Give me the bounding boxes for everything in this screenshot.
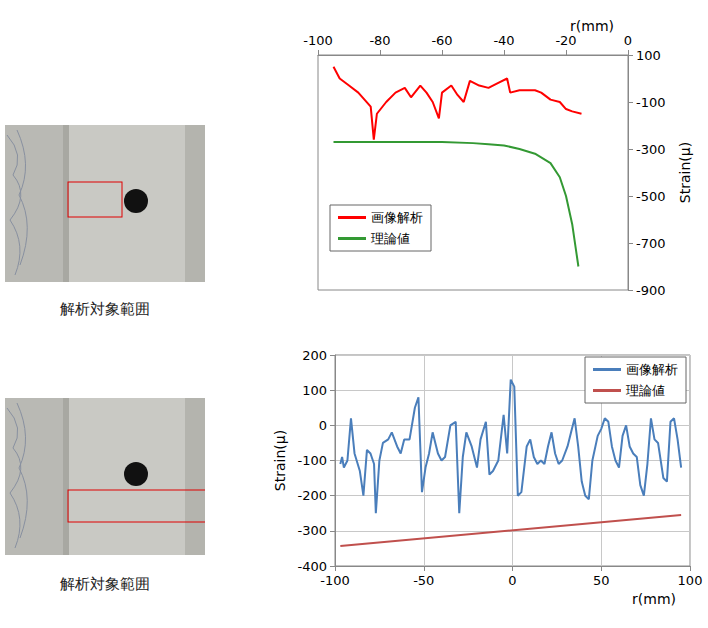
svg-text:理論値: 理論値 — [626, 383, 665, 398]
svg-text:-200: -200 — [297, 488, 327, 503]
svg-text:-40: -40 — [493, 33, 514, 48]
svg-text:-50: -50 — [413, 573, 434, 588]
svg-text:-900: -900 — [636, 283, 666, 298]
svg-text:-100: -100 — [297, 453, 327, 468]
svg-text:-400: -400 — [297, 559, 327, 574]
svg-text:-100: -100 — [320, 573, 350, 588]
svg-text:-300: -300 — [636, 142, 666, 157]
svg-text:-300: -300 — [297, 523, 327, 538]
svg-text:-20: -20 — [555, 33, 576, 48]
svg-text:100: 100 — [302, 383, 327, 398]
svg-text:画像解析: 画像解析 — [626, 362, 678, 377]
svg-text:-80: -80 — [369, 33, 390, 48]
svg-text:r(mm): r(mm) — [632, 591, 676, 607]
svg-text:Strain(μ): Strain(μ) — [272, 430, 288, 491]
svg-text:0: 0 — [319, 418, 327, 433]
svg-text:100: 100 — [678, 573, 703, 588]
svg-text:-700: -700 — [636, 236, 666, 251]
svg-text:-60: -60 — [431, 33, 452, 48]
svg-text:50: 50 — [593, 573, 610, 588]
html-text:解析対象範囲: 解析対象範囲 — [60, 300, 150, 318]
svg-text:100: 100 — [636, 48, 661, 63]
svg-text:200: 200 — [302, 348, 327, 363]
svg-text:画像解析: 画像解析 — [371, 210, 423, 225]
svg-text:Strain(μ): Strain(μ) — [677, 142, 693, 203]
svg-text:0: 0 — [508, 573, 516, 588]
html-text:解析対象範囲: 解析対象範囲 — [60, 575, 150, 593]
svg-text:理論値: 理論値 — [371, 231, 410, 246]
svg-text:-100: -100 — [303, 33, 333, 48]
svg-text:-500: -500 — [636, 189, 666, 204]
svg-text:-100: -100 — [636, 95, 666, 110]
svg-text:r(mm): r(mm) — [570, 18, 614, 34]
svg-text:0: 0 — [624, 33, 632, 48]
